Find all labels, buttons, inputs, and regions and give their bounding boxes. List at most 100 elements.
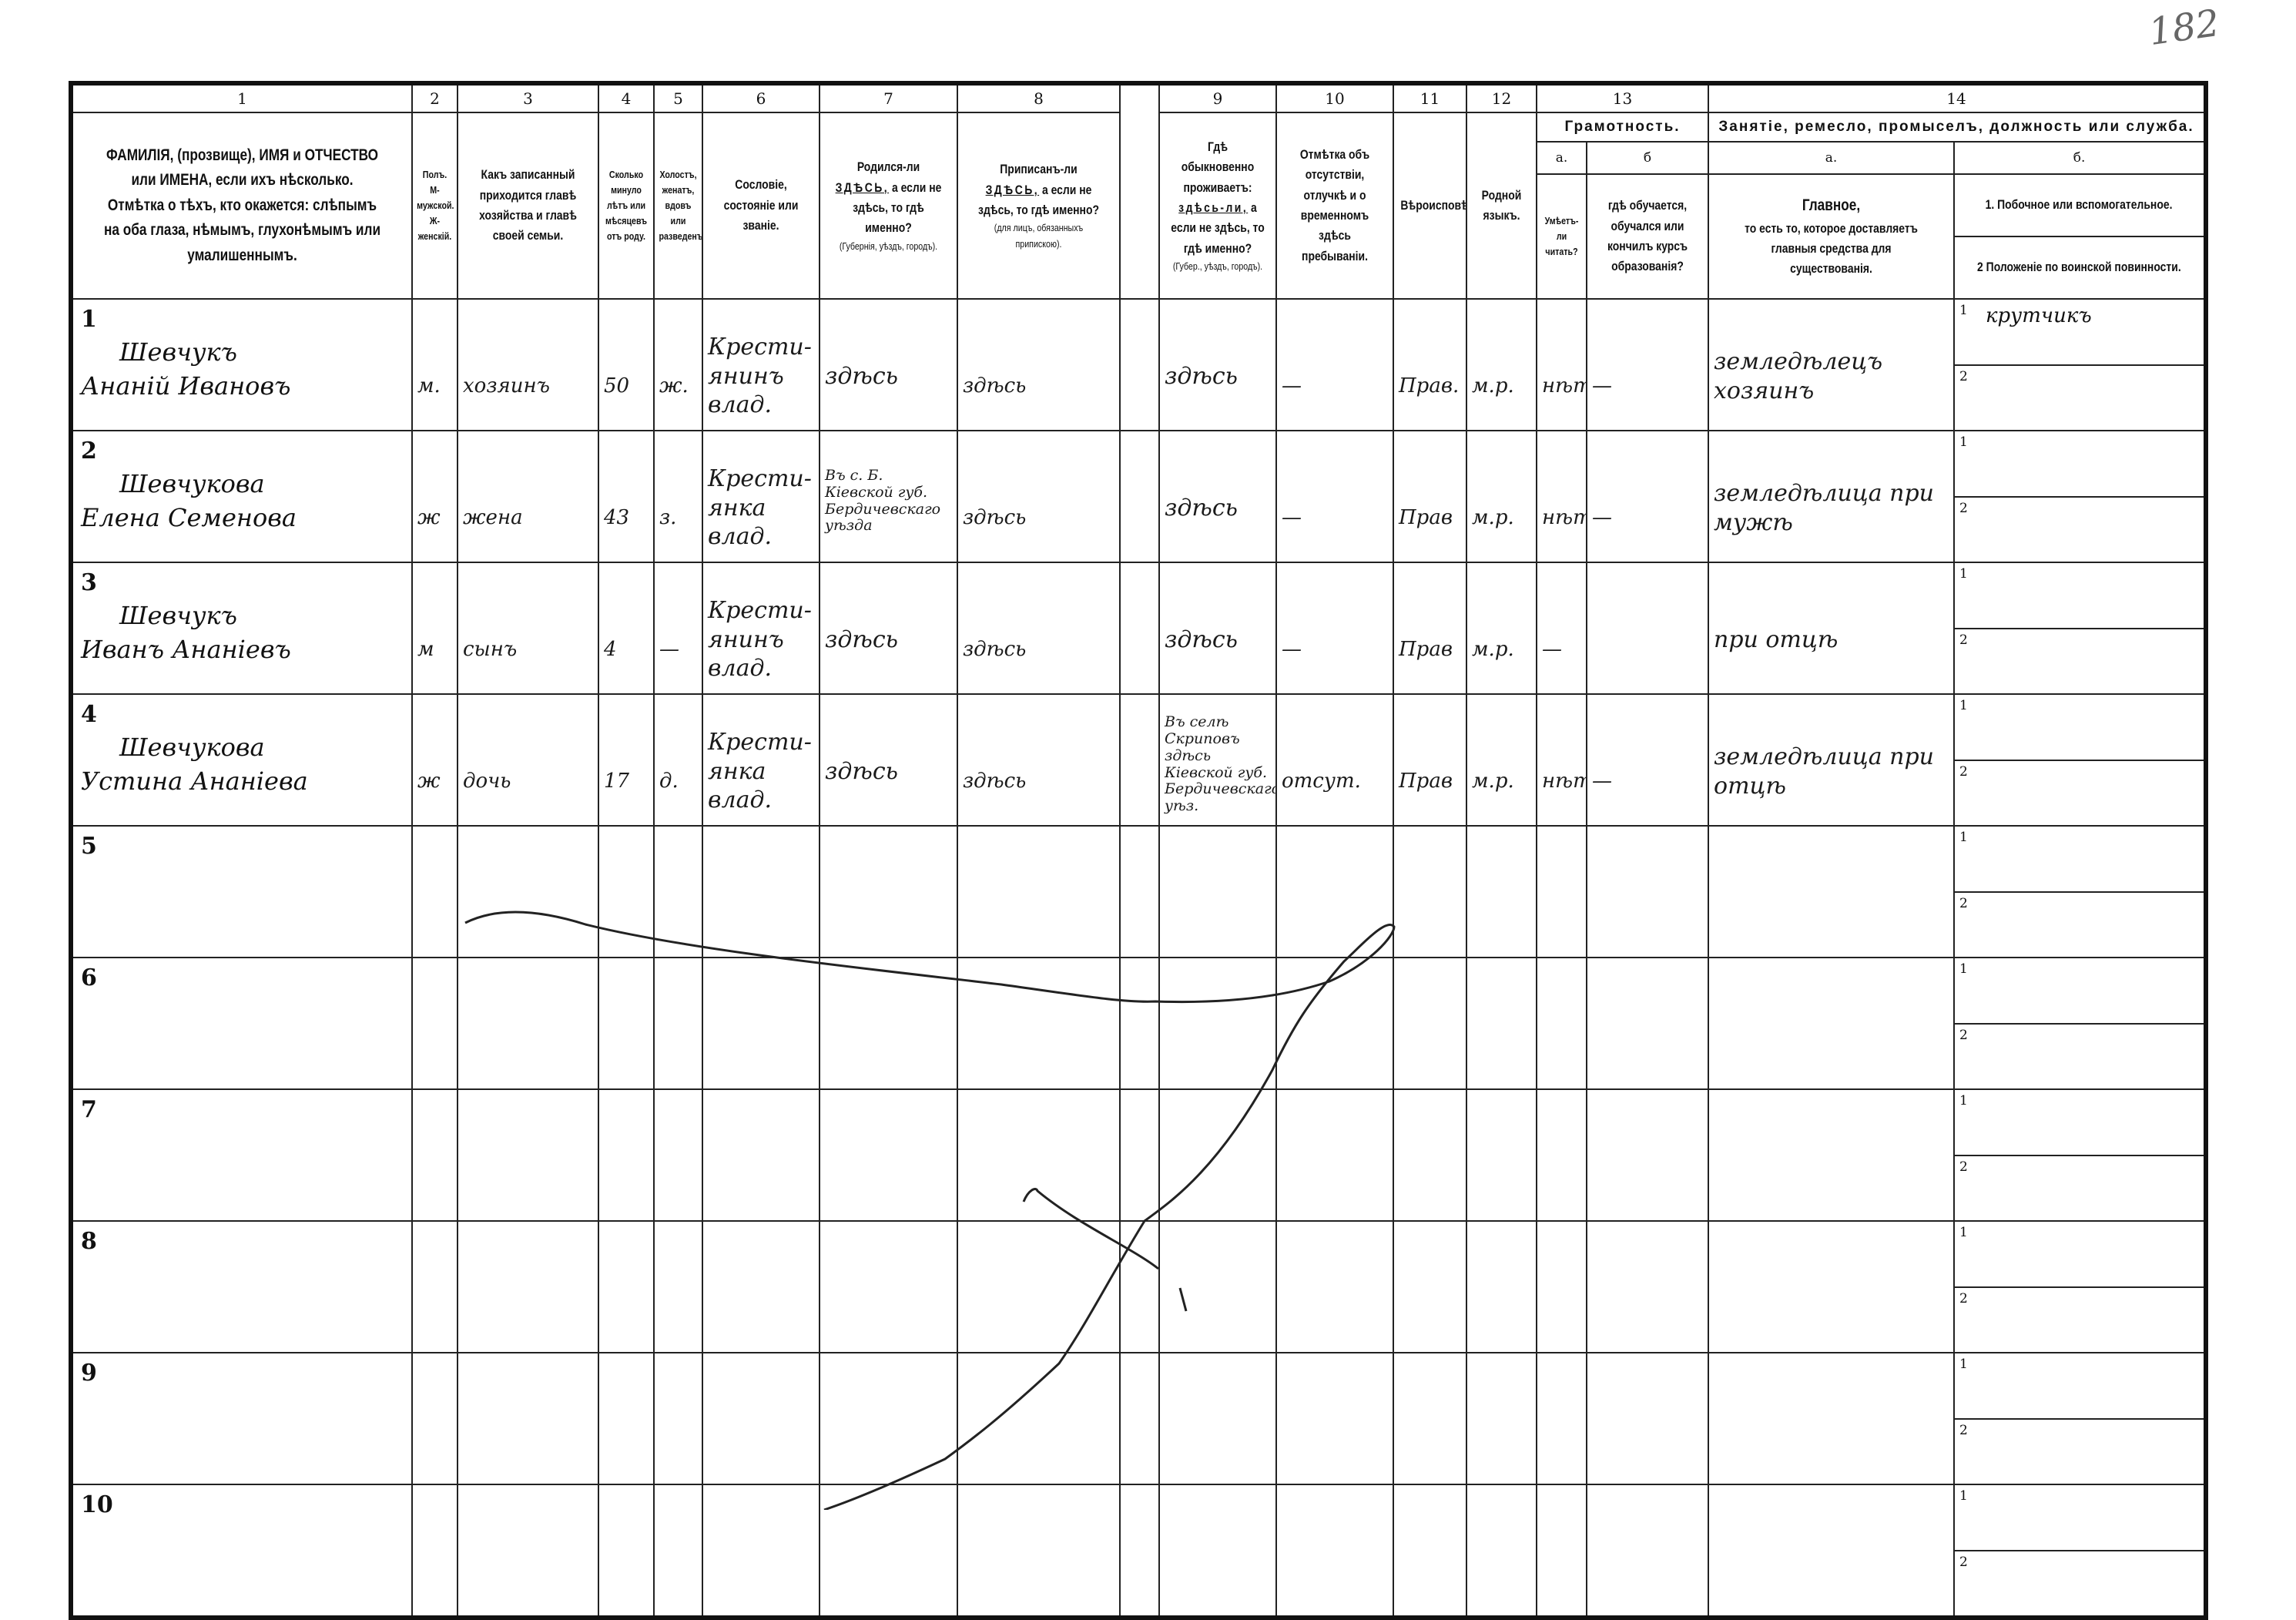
occupation-cell-value: земледѣлица при отцѣ: [1714, 743, 1934, 800]
absence-cell-value: —: [1282, 374, 1302, 398]
surname: Шевчукова: [119, 468, 265, 498]
header-relation: Какъ записанный приходится главѣ хозяйст…: [457, 112, 599, 300]
relation-cell: хозяинъ: [457, 298, 599, 431]
occupation-cell: [1708, 1088, 1956, 1222]
religion-cell: [1393, 1088, 1467, 1222]
table-row: 7 1 2: [70, 1088, 2207, 1222]
relation-cell: [457, 1220, 599, 1353]
schooling-cell: [1585, 1484, 1710, 1618]
absence-cell: —: [1275, 430, 1394, 563]
schooling-cell: [1585, 1088, 1710, 1222]
religion-cell: [1393, 1484, 1467, 1618]
religion-cell-value: Прав: [1399, 638, 1453, 662]
slot-2-label: 2: [1959, 763, 1968, 780]
header-residence: Гдѣ обыкновенно проживаетъ: здѣсь-ли, а …: [1158, 112, 1277, 300]
absence-cell-value: —: [1282, 506, 1302, 530]
slot-2-label: 2: [1959, 895, 1968, 911]
estate-cell-value: Крести-янка влад.: [708, 465, 812, 551]
registered-cell: здѣсь: [957, 693, 1121, 827]
age-cell: [598, 957, 655, 1090]
blank-cell: [1119, 298, 1160, 431]
secondary-cell: 1 2: [1953, 1220, 2207, 1353]
age-cell: 4: [598, 562, 655, 695]
age-cell: [598, 1220, 655, 1353]
registered-cell: здѣсь: [957, 562, 1121, 695]
absence-cell-value: отсут.: [1282, 770, 1361, 793]
schooling-cell: [1585, 825, 1710, 958]
registered-cell-value: здѣсь: [963, 506, 1027, 530]
column-number-row: 1 2 3 4 5 6 7 8 9 10 11 12 13 14: [70, 82, 2207, 300]
schooling-cell: [1585, 957, 1710, 1090]
slot-1-label: 1: [1959, 303, 1968, 318]
estate-cell-value: Крести-янка влад.: [708, 729, 812, 814]
row-number: 4: [81, 701, 97, 728]
colnum-2: 2: [411, 82, 458, 113]
header-religion: Вѣроисповѣданіе.: [1393, 112, 1467, 300]
residence-cell: [1158, 957, 1277, 1090]
header-literacy: Грамотность.: [1535, 112, 1710, 143]
surname: Шевчукова: [119, 732, 265, 762]
birthplace-cell: [819, 1484, 958, 1618]
marital-cell-value: —: [659, 638, 679, 662]
occupation-cell: [1708, 1484, 1956, 1618]
estate-cell: Крести-янинъ влад.: [702, 298, 820, 431]
occupation-cell-value: при отцѣ: [1714, 626, 1838, 653]
table-row: 6 1 2: [70, 957, 2207, 1090]
occupation-cell: [1708, 1220, 1956, 1353]
language-cell: [1466, 1220, 1537, 1353]
relation-cell: [457, 825, 599, 958]
marital-cell: [653, 1484, 703, 1618]
religion-cell: [1393, 825, 1467, 958]
schooling-cell: [1585, 1352, 1710, 1485]
slot-1-label: 1: [1959, 566, 1968, 582]
registered-cell-value: здѣсь: [963, 770, 1027, 793]
birthplace-cell: [819, 1352, 958, 1485]
secondary-cell: 1 2: [1953, 825, 2207, 958]
secondary-occupation: крутчикъ: [1986, 304, 2092, 327]
given-name-patronymic: Иванъ Ананіевъ: [81, 634, 291, 664]
occupation-cell-value: земледѣлица при мужѣ: [1714, 480, 1934, 536]
sex-cell: [411, 825, 458, 958]
colnum-7: 7: [819, 82, 958, 113]
slot-2-label: 2: [1959, 1290, 1968, 1306]
age-cell: 43: [598, 430, 655, 563]
relation-cell: [457, 1088, 599, 1222]
table-row: 8 1 2: [70, 1220, 2207, 1353]
language-cell-value: м.р.: [1472, 770, 1514, 793]
marital-cell: [653, 1352, 703, 1485]
blank-cell: [1119, 430, 1160, 563]
header-14b-label: б.: [1953, 141, 2207, 175]
marital-cell: д.: [653, 693, 703, 827]
language-cell: [1466, 1088, 1537, 1222]
can-read-cell-value: нѣтъ: [1542, 770, 1585, 793]
slot-2-label: 2: [1959, 1422, 1968, 1438]
occupation-cell: при отцѣ: [1708, 562, 1956, 695]
estate-cell: Крести-янинъ влад.: [702, 562, 820, 695]
blank-cell: [1119, 693, 1160, 827]
estate-cell: Крести-янка влад.: [702, 693, 820, 827]
sex-cell-value: м: [417, 638, 434, 662]
can-read-cell: [1536, 1088, 1587, 1222]
secondary-cell: 1 2: [1953, 1088, 2207, 1222]
residence-cell: [1158, 825, 1277, 958]
colnum-10: 10: [1275, 82, 1394, 113]
birthplace-cell: здѣсь: [819, 562, 958, 695]
language-cell: м.р.: [1466, 298, 1537, 431]
religion-cell: [1393, 1352, 1467, 1485]
blank-cell: [1119, 825, 1160, 958]
birthplace-cell: [819, 1088, 958, 1222]
surname: Шевчукъ: [119, 337, 237, 367]
language-cell: [1466, 1484, 1537, 1618]
header-age: Сколько минуло лѣтъ или мѣсяцевъ отъ род…: [598, 112, 655, 300]
residence-cell: [1158, 1352, 1277, 1485]
given-name-patronymic: Елена Семенова: [81, 502, 297, 532]
header-13a-label: а.: [1536, 141, 1587, 175]
can-read-cell: —: [1536, 562, 1587, 695]
can-read-cell: нѣтъ: [1536, 298, 1587, 431]
birthplace-cell-value: здѣсь: [825, 362, 898, 390]
header-absence: Отмѣтка объ отсутствіи, отлучкѣ и о врем…: [1275, 112, 1394, 300]
header-schooling: гдѣ обучается, обучался или кончилъ курс…: [1585, 173, 1710, 300]
table-row: 1 Шевчукъ Ананій Ивановъ м. хозяинъ 50 ж. Крест…: [70, 298, 2207, 431]
age-cell-value: 17: [604, 770, 630, 793]
registered-cell: [957, 1088, 1121, 1222]
